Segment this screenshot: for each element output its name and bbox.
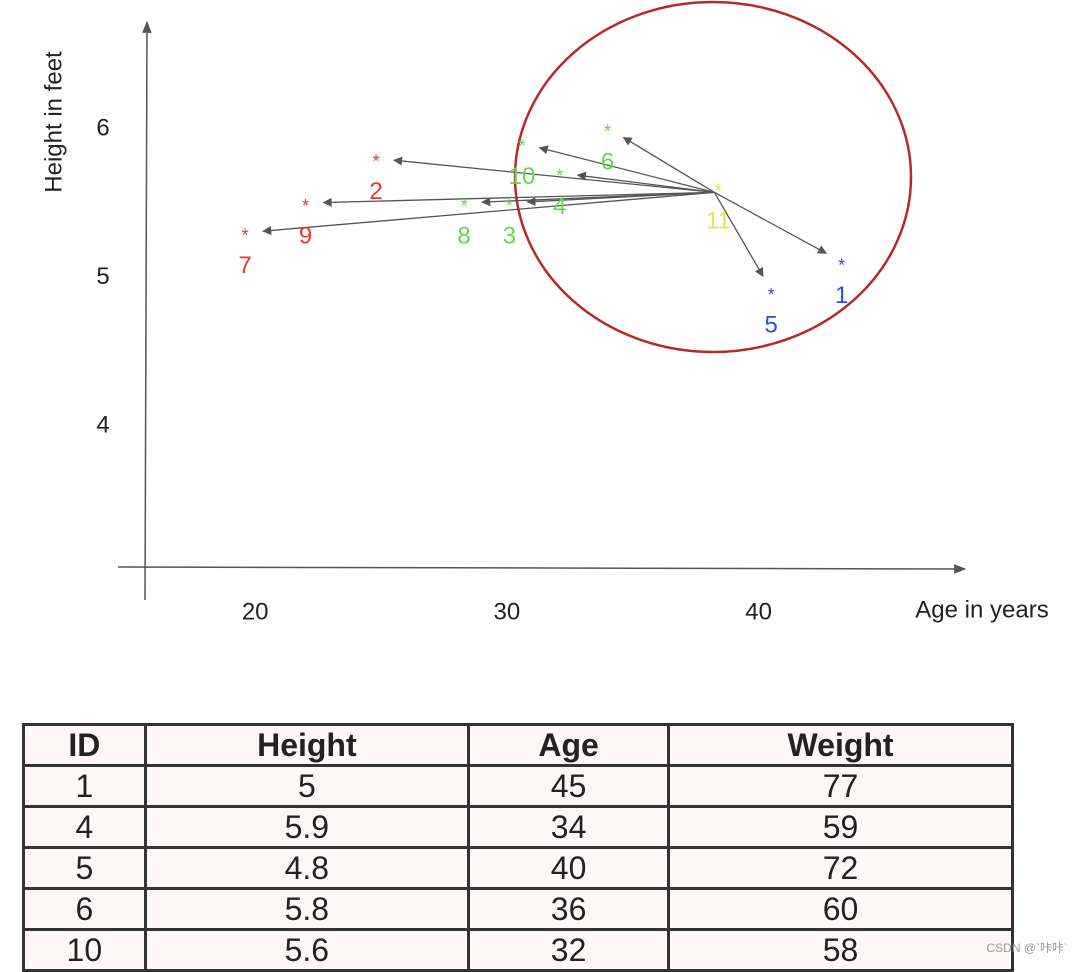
x-tick-label: 40 [745, 598, 772, 625]
data-table: ID Height Age Weight 1 5 45 77 4 5.9 34 59 5 4.8 40 72 6… [22, 723, 1014, 972]
x-axis-label: Age in years [915, 596, 1048, 623]
point-label: 6 [601, 148, 614, 175]
table-cell: 4.8 [143, 846, 471, 890]
table-cell: 5 [22, 846, 147, 890]
point: * [242, 226, 249, 246]
point-label: 3 [503, 223, 516, 250]
table-row: 1 5 45 77 [22, 764, 1014, 808]
table-cell: 45 [467, 764, 671, 808]
point-label: 11 [706, 208, 731, 235]
table-row: 5 4.8 40 72 [22, 846, 1014, 890]
chart: Age in years Height in feet 20 30 40 4 5 6 * 1 *… [40, 0, 1049, 625]
y-tick-label: 4 [96, 411, 109, 438]
table-cell: 10 [22, 928, 147, 972]
header-cell: Age [467, 723, 671, 767]
table-cell: 1 [22, 764, 147, 808]
distance-arrow [538, 145, 715, 193]
table-cell: 40 [467, 846, 671, 890]
table-cell: 58 [667, 928, 1014, 972]
distance-arrow [622, 136, 715, 193]
distance-arrow [714, 191, 828, 254]
watermark: CSDN @`咔咔` [986, 941, 1068, 955]
point-label: 8 [457, 223, 470, 250]
x-tick-label: 20 [242, 598, 269, 625]
point-label: 10 [509, 163, 536, 190]
header-cell: Weight [667, 723, 1014, 767]
table-cell: 5.9 [143, 805, 471, 849]
point: * [768, 285, 775, 305]
point: * [518, 137, 525, 157]
point-label: 4 [553, 193, 566, 220]
table-cell: 34 [467, 805, 671, 849]
table-cell: 72 [667, 846, 1014, 890]
table-row: 6 5.8 36 60 [22, 887, 1014, 931]
point: * [715, 181, 722, 201]
point: * [372, 151, 379, 171]
point: * [302, 196, 309, 216]
point-label: 1 [835, 282, 848, 309]
y-tick-label: 5 [96, 263, 109, 290]
table-cell: 60 [667, 887, 1014, 931]
table-cell: 5 [143, 764, 471, 808]
point: * [461, 196, 468, 216]
table-cell: 59 [667, 805, 1014, 849]
table-cell: 5.6 [143, 928, 471, 972]
point: * [556, 166, 563, 186]
distance-arrow [262, 191, 715, 236]
point: * [604, 122, 611, 142]
point-label: 9 [299, 223, 312, 250]
point-label: 5 [765, 312, 778, 339]
y-axis [142, 20, 152, 601]
table-row: 10 5.6 32 58 [22, 928, 1014, 972]
table-cell: 5.8 [143, 887, 471, 931]
y-axis-label: Height in feet [40, 51, 67, 193]
table-cell: 32 [467, 928, 671, 972]
table-cell: 36 [467, 887, 671, 931]
x-axis [117, 564, 967, 574]
header-cell: Height [143, 723, 471, 767]
y-tick-label: 6 [96, 114, 109, 141]
point: * [506, 196, 513, 216]
distance-arrow [393, 156, 715, 193]
point-label: 7 [238, 252, 251, 279]
x-tick-label: 30 [494, 598, 521, 625]
distance-arrow [713, 192, 764, 278]
point-label: 2 [369, 178, 382, 205]
table-cell: 4 [22, 805, 147, 849]
distance-arrow [322, 191, 715, 207]
distance-arrow [576, 171, 715, 193]
table-cell: 77 [667, 764, 1014, 808]
table-cell: 6 [22, 887, 147, 931]
header-cell: ID [22, 723, 147, 767]
table-row: 4 5.9 34 59 [22, 805, 1014, 849]
neighbor-circle [513, 0, 913, 354]
point: * [838, 255, 845, 275]
